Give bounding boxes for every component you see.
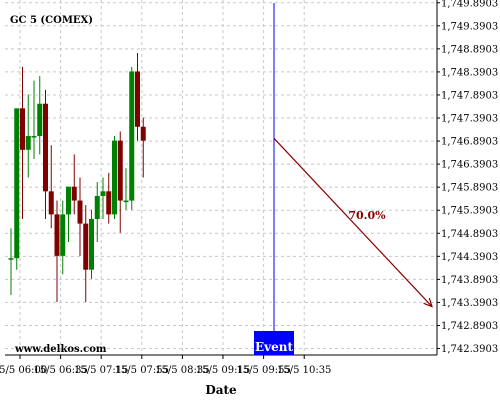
watermark: www.delkos.com [14,344,107,355]
candle-body [100,191,106,196]
y-tick-label: 1,747.3903 [441,114,498,125]
candle-body [77,200,83,224]
y-tick-label: 1,744.3903 [441,252,498,263]
projection-label: 70.0% [348,209,386,222]
candle-body [71,186,77,201]
y-tick-label: 1,748.8903 [441,44,498,55]
candles [8,53,146,302]
y-tick-label: 1,746.8903 [441,137,498,148]
chart-title: GC 5 (COMEX) [10,15,93,26]
candle-body [66,186,71,215]
candle-body [48,191,54,215]
candle-body [135,71,140,127]
grid [5,0,437,355]
x-tick-label: 15/5 08:35 [155,365,209,376]
candle-body [106,191,112,215]
projection-arrow-head [423,297,433,308]
y-axis-ticks: 1,742.3903 1,742.8903 1,743.3903 1,743.8903… [437,0,498,355]
y-tick-label: 1,744.8903 [441,229,498,240]
y-tick-label: 1,742.8903 [441,321,498,332]
candle-body [60,214,66,256]
event-marker: Event 70.0% [254,3,433,355]
x-tick-label: 15/5 09:15 [196,365,250,376]
y-tick-label: 1,745.3903 [441,206,498,217]
y-tick-label: 1,745.8903 [441,183,498,194]
candle-body [117,140,123,201]
y-tick-label: 1,746.3903 [441,160,498,171]
candle-body [25,136,31,150]
candle-body [83,223,89,270]
y-tick-label: 1,747.8903 [441,90,498,101]
x-axis-label: Date [205,383,237,397]
event-label-box [254,331,294,355]
candle-body [20,108,25,150]
x-tick-label: 15/5 06:35 [33,365,87,376]
candle-body [54,214,60,256]
candle-body [31,136,37,138]
candle-body [43,103,48,192]
candle-body [37,103,43,137]
y-tick-label: 1,749.3903 [441,21,498,32]
candle-body [112,140,117,215]
candle-body [8,258,14,260]
candle-body [14,108,20,259]
candle-body [94,195,100,219]
candle-body [89,218,94,270]
candle-body [140,126,146,141]
x-tick-label: 15/5 09:55 [236,365,290,376]
y-tick-label: 1,748.3903 [441,67,498,78]
x-tick-label: 15/5 07:55 [115,365,169,376]
projection-arrow-line [273,137,433,308]
event-label: Event [255,340,293,354]
candle-body [129,71,135,201]
candle-body [123,200,129,203]
y-tick-label: 1,743.8903 [441,275,498,286]
y-tick-label: 1,749.8903 [441,0,498,9]
x-tick-label: 15/5 10:35 [277,365,331,376]
y-tick-label: 1,742.3903 [441,344,498,355]
x-tick-label: 15/5 06:00 [0,365,47,376]
y-tick-label: 1,743.3903 [441,298,498,309]
x-tick-label: 15/5 07:15 [74,365,128,376]
